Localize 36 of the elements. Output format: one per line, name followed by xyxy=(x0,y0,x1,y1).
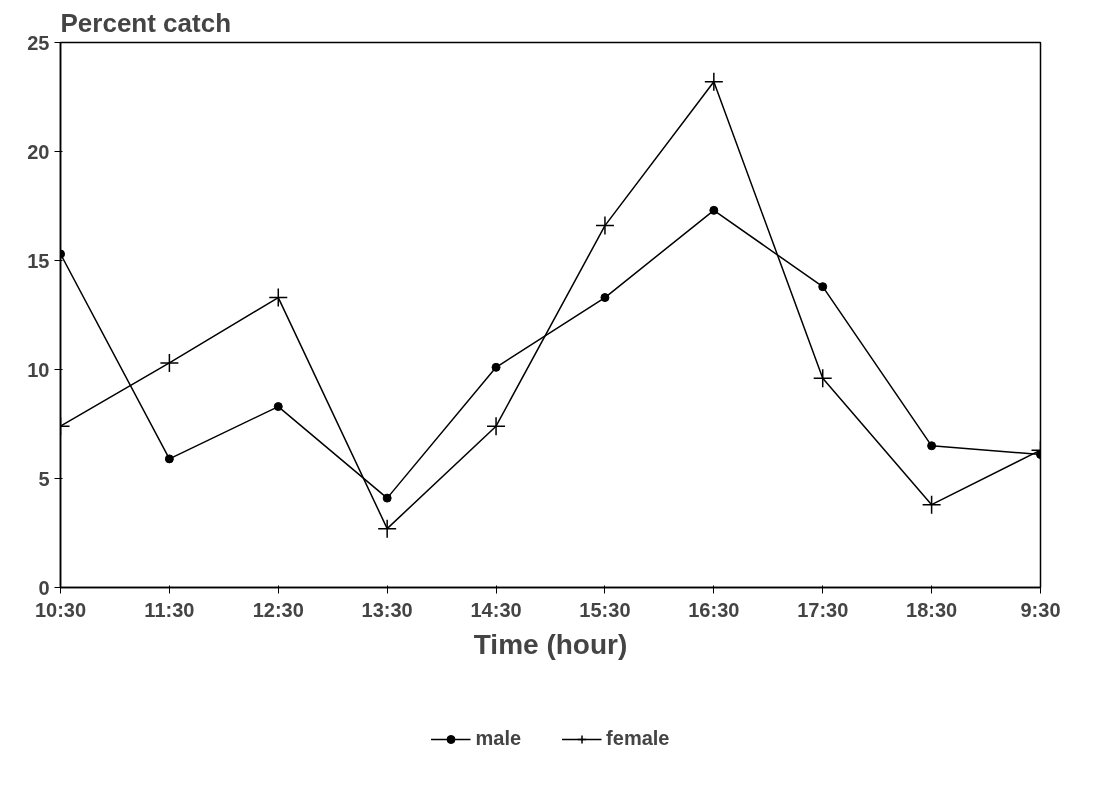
x-tick-label: 16:30 xyxy=(688,598,740,621)
point xyxy=(595,215,615,236)
point xyxy=(164,454,174,464)
x-tick-label: 13:30 xyxy=(361,598,413,621)
chart-title: Percent catch xyxy=(60,7,232,38)
point xyxy=(268,287,289,308)
point xyxy=(709,205,719,215)
point xyxy=(486,416,506,436)
y-tick-label: 25 xyxy=(27,31,50,54)
legend-label: male xyxy=(475,727,522,750)
point xyxy=(159,353,180,373)
legend-label: female xyxy=(606,727,670,750)
point xyxy=(812,368,833,388)
point xyxy=(273,402,283,412)
y-tick-label: 10 xyxy=(27,358,50,381)
point xyxy=(927,441,937,451)
point xyxy=(704,71,724,92)
point xyxy=(600,293,610,303)
y-tick-label: 20 xyxy=(27,140,50,163)
x-axis-title: Time (hour) xyxy=(473,628,628,660)
x-tick-label: 14:30 xyxy=(470,598,522,621)
y-tick-label: 5 xyxy=(38,467,50,490)
point xyxy=(377,518,397,539)
point xyxy=(382,493,392,503)
point xyxy=(818,282,828,292)
x-tick-label: 11:30 xyxy=(144,598,195,621)
y-tick-label: 15 xyxy=(27,249,50,272)
y-tick-label: 0 xyxy=(38,576,50,599)
x-tick-label: 18:30 xyxy=(906,598,958,621)
x-tick-label: 9:30 xyxy=(1020,598,1061,621)
point xyxy=(491,362,501,372)
point xyxy=(921,494,942,515)
x-tick-label: 10:30 xyxy=(34,598,87,621)
x-tick-label: 17:30 xyxy=(797,598,849,621)
x-tick-label: 15:30 xyxy=(579,598,631,621)
x-tick-label: 12:30 xyxy=(252,598,304,621)
